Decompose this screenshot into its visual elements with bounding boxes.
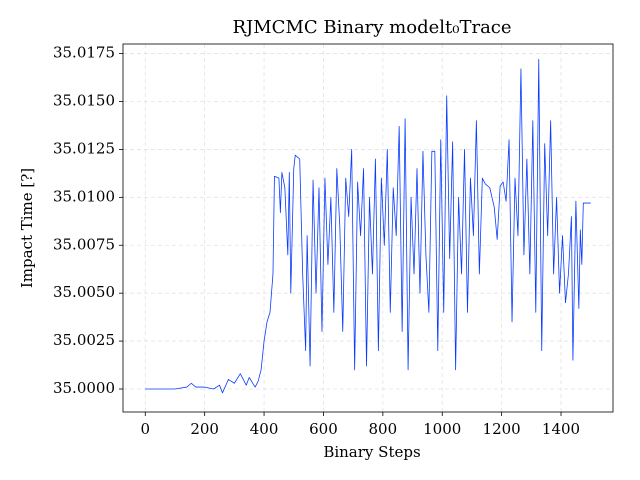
y-axis-label: Impact Time [?] xyxy=(18,168,36,288)
y-tick-label: 35.0000 xyxy=(53,379,115,397)
x-tick-label: 1400 xyxy=(542,420,580,438)
y-tick-label: 35.0175 xyxy=(53,44,115,62)
x-tick-label: 600 xyxy=(309,420,338,438)
x-tick-label: 800 xyxy=(369,420,398,438)
y-tick-label: 35.0075 xyxy=(53,235,115,253)
chart-title: RJMCMC Binary modelt₀Trace xyxy=(232,17,511,38)
y-tick-label: 35.0100 xyxy=(53,187,115,205)
y-tick-label: 35.0025 xyxy=(53,331,115,349)
x-tick-label: 200 xyxy=(190,420,219,438)
plot-frame xyxy=(122,43,614,413)
x-axis-label: Binary Steps xyxy=(323,443,420,461)
y-tick-label: 35.0125 xyxy=(53,139,115,157)
x-tick-label: 0 xyxy=(140,420,150,438)
x-tick-label: 1000 xyxy=(423,420,461,438)
y-tick-label: 35.0150 xyxy=(53,92,115,110)
y-tick-label: 35.0050 xyxy=(53,283,115,301)
x-tick-label: 400 xyxy=(250,420,279,438)
x-tick-label: 1200 xyxy=(483,420,521,438)
trace-line xyxy=(145,58,591,394)
